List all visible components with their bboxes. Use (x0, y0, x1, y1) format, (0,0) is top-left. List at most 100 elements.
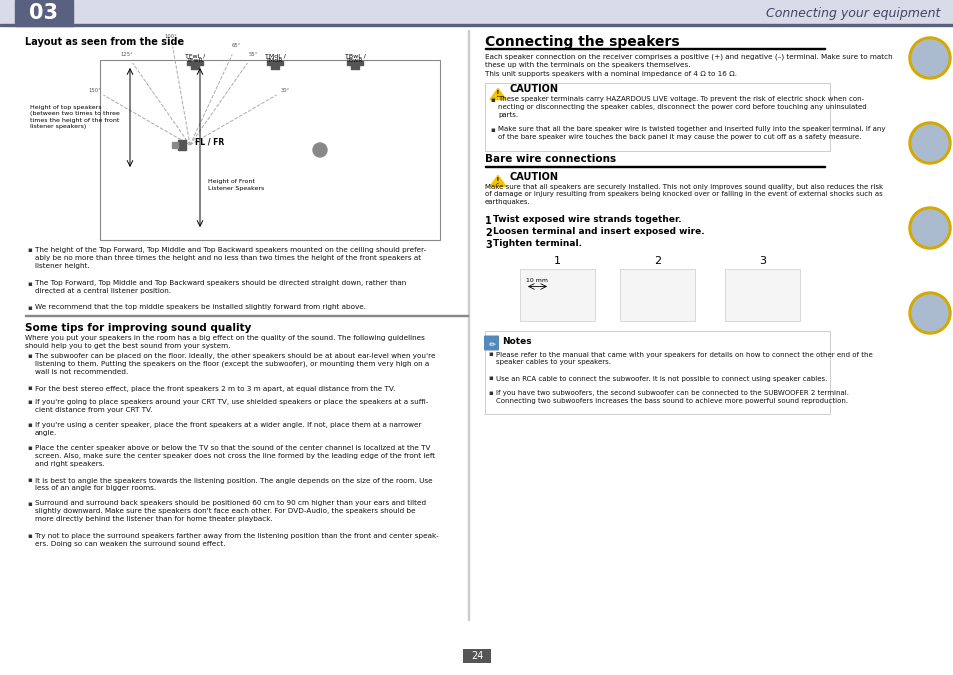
Bar (0, 24, 953, 26)
Bar (0, 0, 953, 24)
Text: these up with the terminals on the speakers themselves.: these up with the terminals on the speak… (484, 63, 690, 68)
Text: ▪: ▪ (27, 281, 31, 286)
Circle shape (908, 292, 950, 334)
Bar (619, 269, 695, 321)
Text: Bare wire connections: Bare wire connections (484, 153, 616, 163)
Text: Surround and surround back speakers should be positioned 60 cm to 90 cm higher t: Surround and surround back speakers shou… (35, 500, 426, 522)
Text: 2: 2 (653, 256, 660, 267)
Text: Tighten terminal.: Tighten terminal. (493, 240, 581, 248)
Text: 10 mm: 10 mm (525, 277, 547, 283)
Text: ▪: ▪ (488, 390, 493, 396)
Bar (468, 30, 469, 620)
Text: ▪: ▪ (488, 375, 493, 381)
Text: 150°: 150° (89, 88, 101, 92)
Text: Layout as seen from the side: Layout as seen from the side (25, 37, 184, 47)
Text: Place the center speaker above or below the TV so that the sound of the center c: Place the center speaker above or below … (35, 445, 435, 467)
Text: 3: 3 (759, 256, 765, 267)
Text: FL / FR: FL / FR (194, 138, 224, 146)
Text: 24: 24 (471, 651, 482, 661)
Text: Twist exposed wire strands together.: Twist exposed wire strands together. (493, 215, 680, 225)
Text: ▪: ▪ (27, 445, 31, 451)
Text: 2: 2 (484, 227, 491, 238)
Circle shape (911, 210, 947, 246)
Text: Height of top speakers
(between two times to three
times the height of the front: Height of top speakers (between two time… (30, 105, 120, 129)
Text: 100°: 100° (164, 34, 177, 39)
Text: 03: 03 (30, 3, 58, 23)
Bar (484, 48, 824, 49)
Text: 125°: 125° (120, 53, 133, 57)
Text: 3: 3 (484, 240, 491, 250)
Text: 30°: 30° (280, 88, 290, 92)
Bar (347, 61, 363, 65)
Text: ✏: ✏ (488, 339, 495, 348)
Circle shape (313, 143, 327, 157)
Bar (351, 65, 358, 69)
Text: !: ! (496, 177, 499, 186)
Text: Each speaker connection on the receiver comprises a positive (+) and negative (–: Each speaker connection on the receiver … (484, 54, 892, 61)
Text: Use an RCA cable to connect the subwoofer. It is not possible to connect using s: Use an RCA cable to connect the subwoofe… (496, 375, 826, 381)
Text: TBwR: TBwR (346, 58, 363, 63)
Text: The height of the Top Forward, Top Middle and Top Backward speakers mounted on t: The height of the Top Forward, Top Middl… (35, 247, 426, 269)
Circle shape (908, 122, 950, 164)
Circle shape (911, 125, 947, 161)
Bar (15, 0, 73, 26)
Circle shape (911, 295, 947, 331)
Text: ▪: ▪ (27, 477, 31, 483)
Bar (187, 61, 203, 65)
Text: CAUTION: CAUTION (510, 171, 558, 182)
Text: TBwL /: TBwL / (344, 54, 365, 59)
Text: Please refer to the manual that came with your speakers for details on how to co: Please refer to the manual that came wit… (496, 352, 872, 365)
Bar (267, 61, 283, 65)
Text: Where you put your speakers in the room has a big effect on the quality of the s: Where you put your speakers in the room … (25, 335, 424, 349)
Bar (172, 142, 178, 148)
Text: Some tips for improving sound quality: Some tips for improving sound quality (25, 323, 251, 333)
Text: For the best stereo effect, place the front speakers 2 m to 3 m apart, at equal : For the best stereo effect, place the fr… (35, 385, 395, 391)
Text: Connecting your equipment: Connecting your equipment (765, 7, 939, 20)
Text: Make sure that all speakers are securely installed. This not only improves sound: Make sure that all speakers are securely… (484, 184, 882, 205)
Text: ▪: ▪ (27, 422, 31, 428)
Text: 1: 1 (484, 215, 491, 225)
Text: Connecting the speakers: Connecting the speakers (484, 35, 679, 49)
Text: ▪: ▪ (488, 352, 493, 358)
Bar (484, 82, 829, 151)
Text: ▪: ▪ (27, 304, 31, 310)
Circle shape (911, 40, 947, 76)
Text: ▪: ▪ (27, 533, 31, 539)
Text: If you have two subwoofers, the second subwoofer can be connected to the SUBWOOF: If you have two subwoofers, the second s… (496, 390, 848, 404)
Text: Make sure that all the bare speaker wire is twisted together and inserted fully : Make sure that all the bare speaker wire… (497, 126, 884, 140)
Text: ▪: ▪ (490, 126, 495, 132)
Text: 1: 1 (554, 256, 560, 267)
Text: TMdL /: TMdL / (264, 54, 285, 59)
Text: If you're going to place speakers around your CRT TV, use shielded speakers or p: If you're going to place speakers around… (35, 399, 428, 413)
Text: TFwR: TFwR (187, 58, 203, 63)
Text: ▪: ▪ (27, 500, 31, 506)
Text: Notes: Notes (501, 338, 531, 346)
Text: ▪: ▪ (490, 97, 495, 103)
Circle shape (908, 207, 950, 249)
Bar (484, 165, 824, 167)
Text: We recommend that the top middle speakers be installed slightly forward from rig: We recommend that the top middle speaker… (35, 304, 366, 310)
Bar (178, 140, 186, 150)
Text: If you're using a center speaker, place the front speakers at a wider angle. If : If you're using a center speaker, place … (35, 422, 421, 436)
Text: Height of Front
Listener Speakers: Height of Front Listener Speakers (208, 180, 264, 191)
Bar (724, 269, 800, 321)
Bar (519, 269, 595, 321)
Bar (100, 60, 439, 240)
Text: Try not to place the surround speakers farther away from the listening position : Try not to place the surround speakers f… (35, 533, 438, 547)
Text: It is best to angle the speakers towards the listening position. The angle depen: It is best to angle the speakers towards… (35, 477, 432, 491)
Bar (25, 315, 468, 316)
Polygon shape (490, 88, 505, 99)
Text: These speaker terminals carry HAZARDOUS LIVE voltage. To prevent the risk of ele: These speaker terminals carry HAZARDOUS … (497, 97, 865, 118)
Text: 65°: 65° (232, 43, 241, 48)
Text: ▪: ▪ (27, 353, 31, 359)
Text: This unit supports speakers with a nominal impedance of 4 Ω to 16 Ω.: This unit supports speakers with a nomin… (484, 71, 737, 77)
Bar (462, 649, 491, 663)
Text: ▪: ▪ (27, 247, 31, 253)
Bar (271, 65, 278, 69)
Text: The Top Forward, Top Middle and Top Backward speakers should be directed straigh: The Top Forward, Top Middle and Top Back… (35, 281, 406, 294)
Polygon shape (490, 176, 505, 186)
Text: The subwoofer can be placed on the floor. Ideally, the other speakers should be : The subwoofer can be placed on the floor… (35, 353, 435, 375)
Text: TMdR: TMdR (266, 58, 283, 63)
Text: 55°: 55° (248, 53, 257, 57)
Bar (484, 331, 829, 414)
